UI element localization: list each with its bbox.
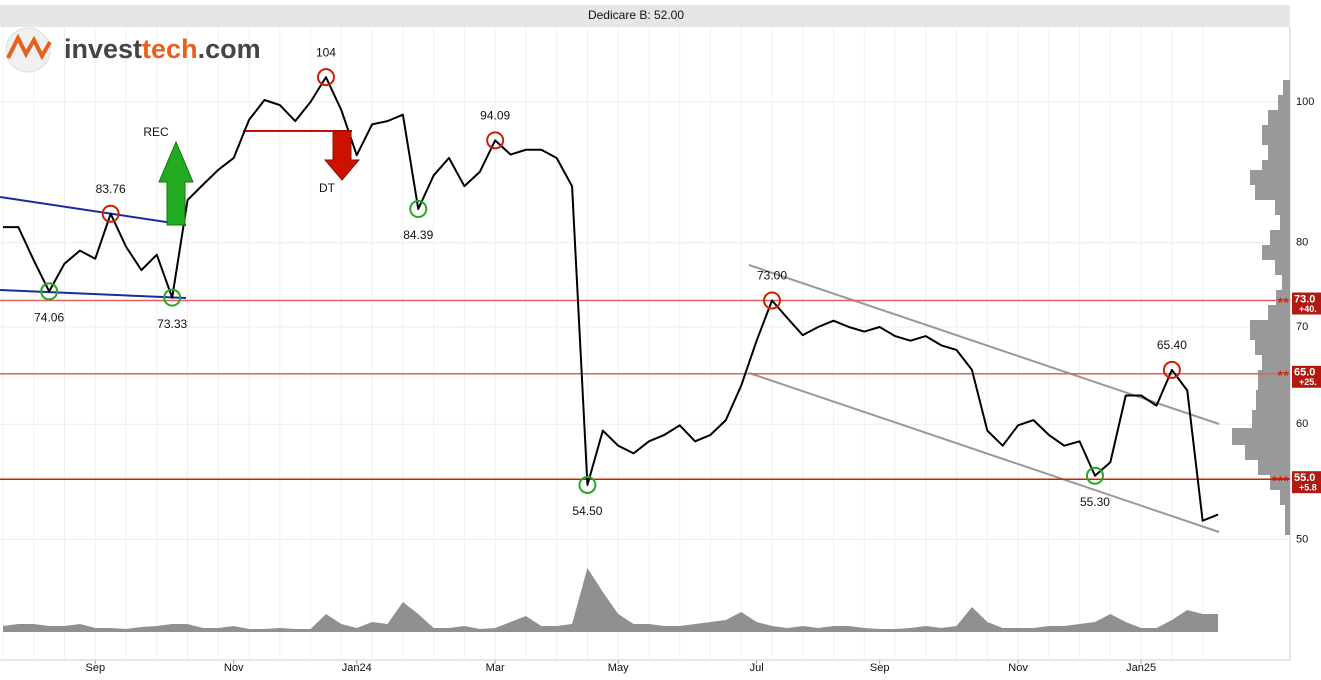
pivot-marker	[578, 475, 597, 494]
logo: investtech.com	[5, 27, 261, 73]
pivot-marker	[1162, 360, 1181, 379]
pivot-label: 65.40	[1157, 338, 1187, 352]
level-stars: **	[1277, 368, 1289, 385]
signal-label: REC	[143, 125, 169, 139]
plot: 74.06 83.76 73.33 104 84.39 94.09 54.50 73.00 55…	[3, 45, 1219, 522]
pivot-marker	[763, 291, 781, 310]
pivot-label: 74.06	[34, 311, 64, 325]
trend-line	[0, 289, 187, 299]
pivot-marker	[40, 282, 59, 301]
grid	[0, 27, 1291, 664]
level-label: 65.0	[1294, 367, 1315, 379]
pivot-label: 104	[316, 45, 336, 59]
title-bar	[0, 5, 1290, 27]
level-change: +5.8	[1299, 483, 1317, 493]
x-tick-label: Sep	[85, 662, 105, 674]
logo-part: invest	[64, 34, 142, 64]
y-tick-label: 70	[1296, 321, 1308, 333]
trend-line	[0, 196, 187, 226]
levels: 73.0+40. ** 65.0+25. ** 55.0+5.8 ***	[0, 292, 1321, 494]
pivot-marker	[163, 288, 182, 307]
level-change: +40.	[1299, 304, 1317, 314]
volume-profile	[1232, 80, 1290, 535]
pivot-label: 73.33	[157, 317, 187, 331]
y-tick-label: 80	[1296, 237, 1308, 249]
pivot-label: 83.76	[96, 182, 126, 196]
level-box	[1292, 292, 1321, 315]
logo-text: investtech.com	[64, 34, 261, 64]
pivot-label: 55.30	[1080, 495, 1110, 509]
pivot-label: 84.39	[403, 228, 433, 242]
pivot-label: 94.09	[480, 109, 510, 123]
level-stars: **	[1277, 294, 1289, 311]
x-tick-label: Sep	[870, 662, 890, 674]
pivot-label: 73.00	[757, 269, 787, 283]
x-tick-label: Jan25	[1126, 662, 1156, 674]
level-label: 73.0	[1294, 293, 1315, 305]
x-tick-label: May	[608, 662, 629, 674]
signal-label: DT	[319, 181, 336, 195]
y-tick-label: 50	[1296, 533, 1308, 545]
level-box	[1292, 365, 1321, 388]
level-label: 55.0	[1294, 472, 1315, 484]
logo-part: tech	[142, 34, 198, 64]
chart-title: Dedicare B: 52.00	[588, 8, 684, 22]
volume-area	[3, 568, 1219, 632]
pivot-marker	[1085, 466, 1104, 485]
sell-arrow	[323, 130, 361, 181]
y-tick-label: 60	[1296, 418, 1308, 430]
x-tick-label: Nov	[224, 662, 244, 674]
pivot-marker	[101, 204, 120, 223]
pivot-label: 54.50	[572, 504, 602, 518]
channel-line	[748, 264, 1220, 425]
x-tick-label: Nov	[1008, 662, 1028, 674]
channel-line	[748, 372, 1220, 533]
volume	[3, 568, 1219, 632]
pivot-marker	[316, 68, 335, 87]
pivot-marker	[409, 200, 428, 219]
logo-zigzag	[6, 33, 52, 61]
x-tick-label: Jul	[750, 662, 764, 674]
pivot-marker	[486, 131, 505, 150]
level-stars: ***	[1271, 473, 1289, 490]
x-tick-label: Mar	[486, 662, 505, 674]
x-tick-label: Jan24	[342, 662, 372, 674]
level-change: +25.	[1299, 377, 1317, 387]
buy-arrow	[158, 140, 194, 226]
price-line	[3, 76, 1219, 522]
logo-part: .com	[198, 34, 261, 64]
y-tick-label: 100	[1296, 96, 1314, 108]
level-box	[1292, 471, 1321, 494]
